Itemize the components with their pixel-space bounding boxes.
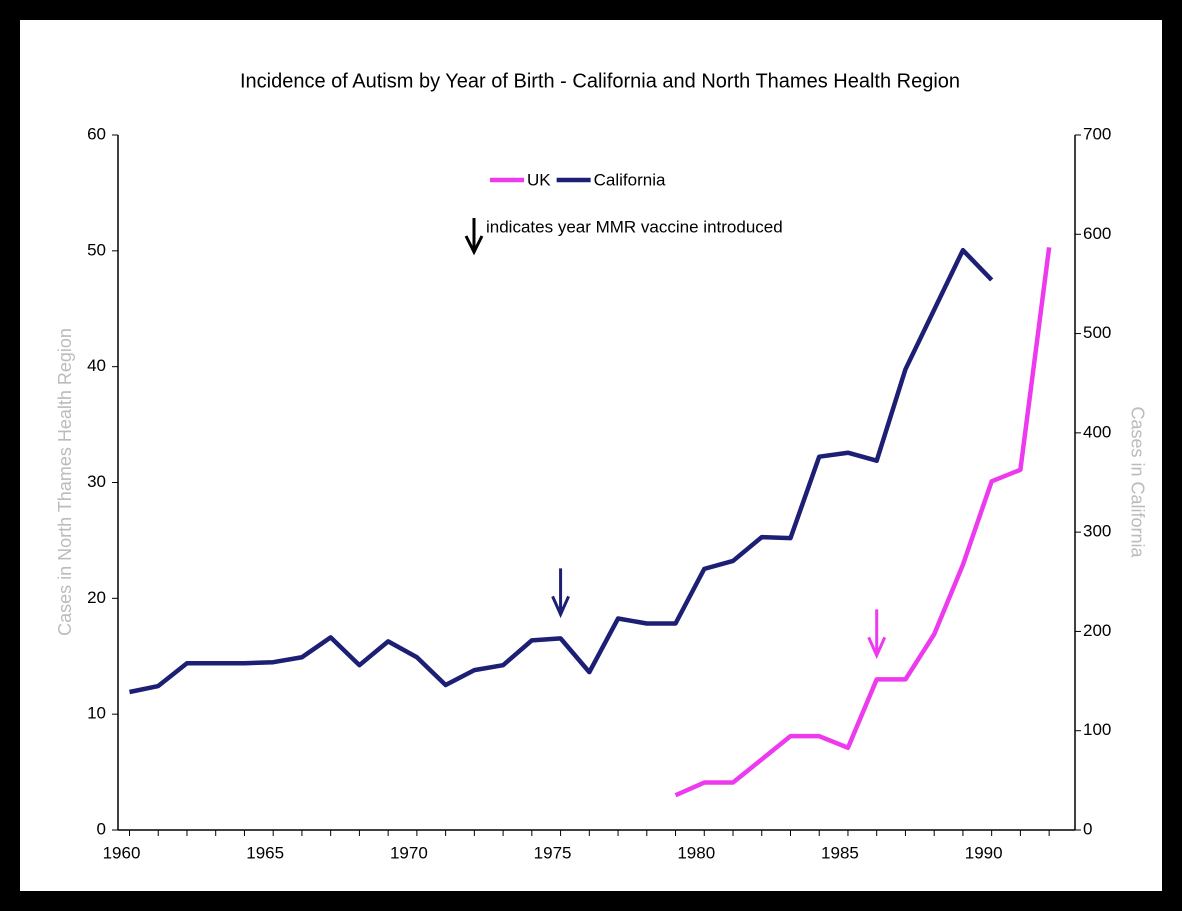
y-tick-label: 10	[87, 704, 106, 723]
x-tick-label: 1980	[677, 843, 715, 862]
y2-tick-label: 200	[1083, 621, 1111, 640]
mmr-arrow	[867, 609, 887, 660]
y2-tick-label: 400	[1083, 422, 1111, 441]
y-tick-label: 30	[87, 472, 106, 491]
x-tick-label: 1975	[534, 843, 572, 862]
y2-tick-label: 600	[1083, 224, 1111, 243]
y2-tick-label: 500	[1083, 323, 1111, 342]
y2-tick-label: 300	[1083, 522, 1111, 541]
series-line	[129, 247, 994, 695]
annotation-arrow	[464, 218, 484, 256]
x-tick-label: 1970	[390, 843, 428, 862]
chart-title: Incidence of Autism by Year of Birth - C…	[240, 70, 960, 92]
x-tick-label: 1965	[246, 843, 284, 862]
series-line	[674, 247, 1052, 798]
legend-label: UK	[527, 170, 551, 189]
y2-axis-title: Cases in California	[1127, 406, 1147, 558]
y-tick-label: 60	[87, 124, 106, 143]
legend-label: California	[594, 170, 666, 189]
y-axis-title: Cases in North Thames Health Region	[55, 328, 75, 636]
x-tick-label: 1960	[103, 843, 141, 862]
x-tick-label: 1990	[965, 843, 1003, 862]
y-tick-label: 20	[87, 588, 106, 607]
x-tick-label: 1985	[821, 843, 859, 862]
y2-tick-label: 700	[1083, 124, 1111, 143]
y2-tick-label: 0	[1083, 819, 1092, 838]
annotation: indicates year MMR vaccine introduced	[486, 217, 783, 236]
y-tick-label: 0	[97, 819, 106, 838]
y-tick-label: 50	[87, 240, 106, 259]
y2-tick-label: 100	[1083, 720, 1111, 739]
y-tick-label: 40	[87, 356, 106, 375]
mmr-arrow	[551, 568, 570, 619]
